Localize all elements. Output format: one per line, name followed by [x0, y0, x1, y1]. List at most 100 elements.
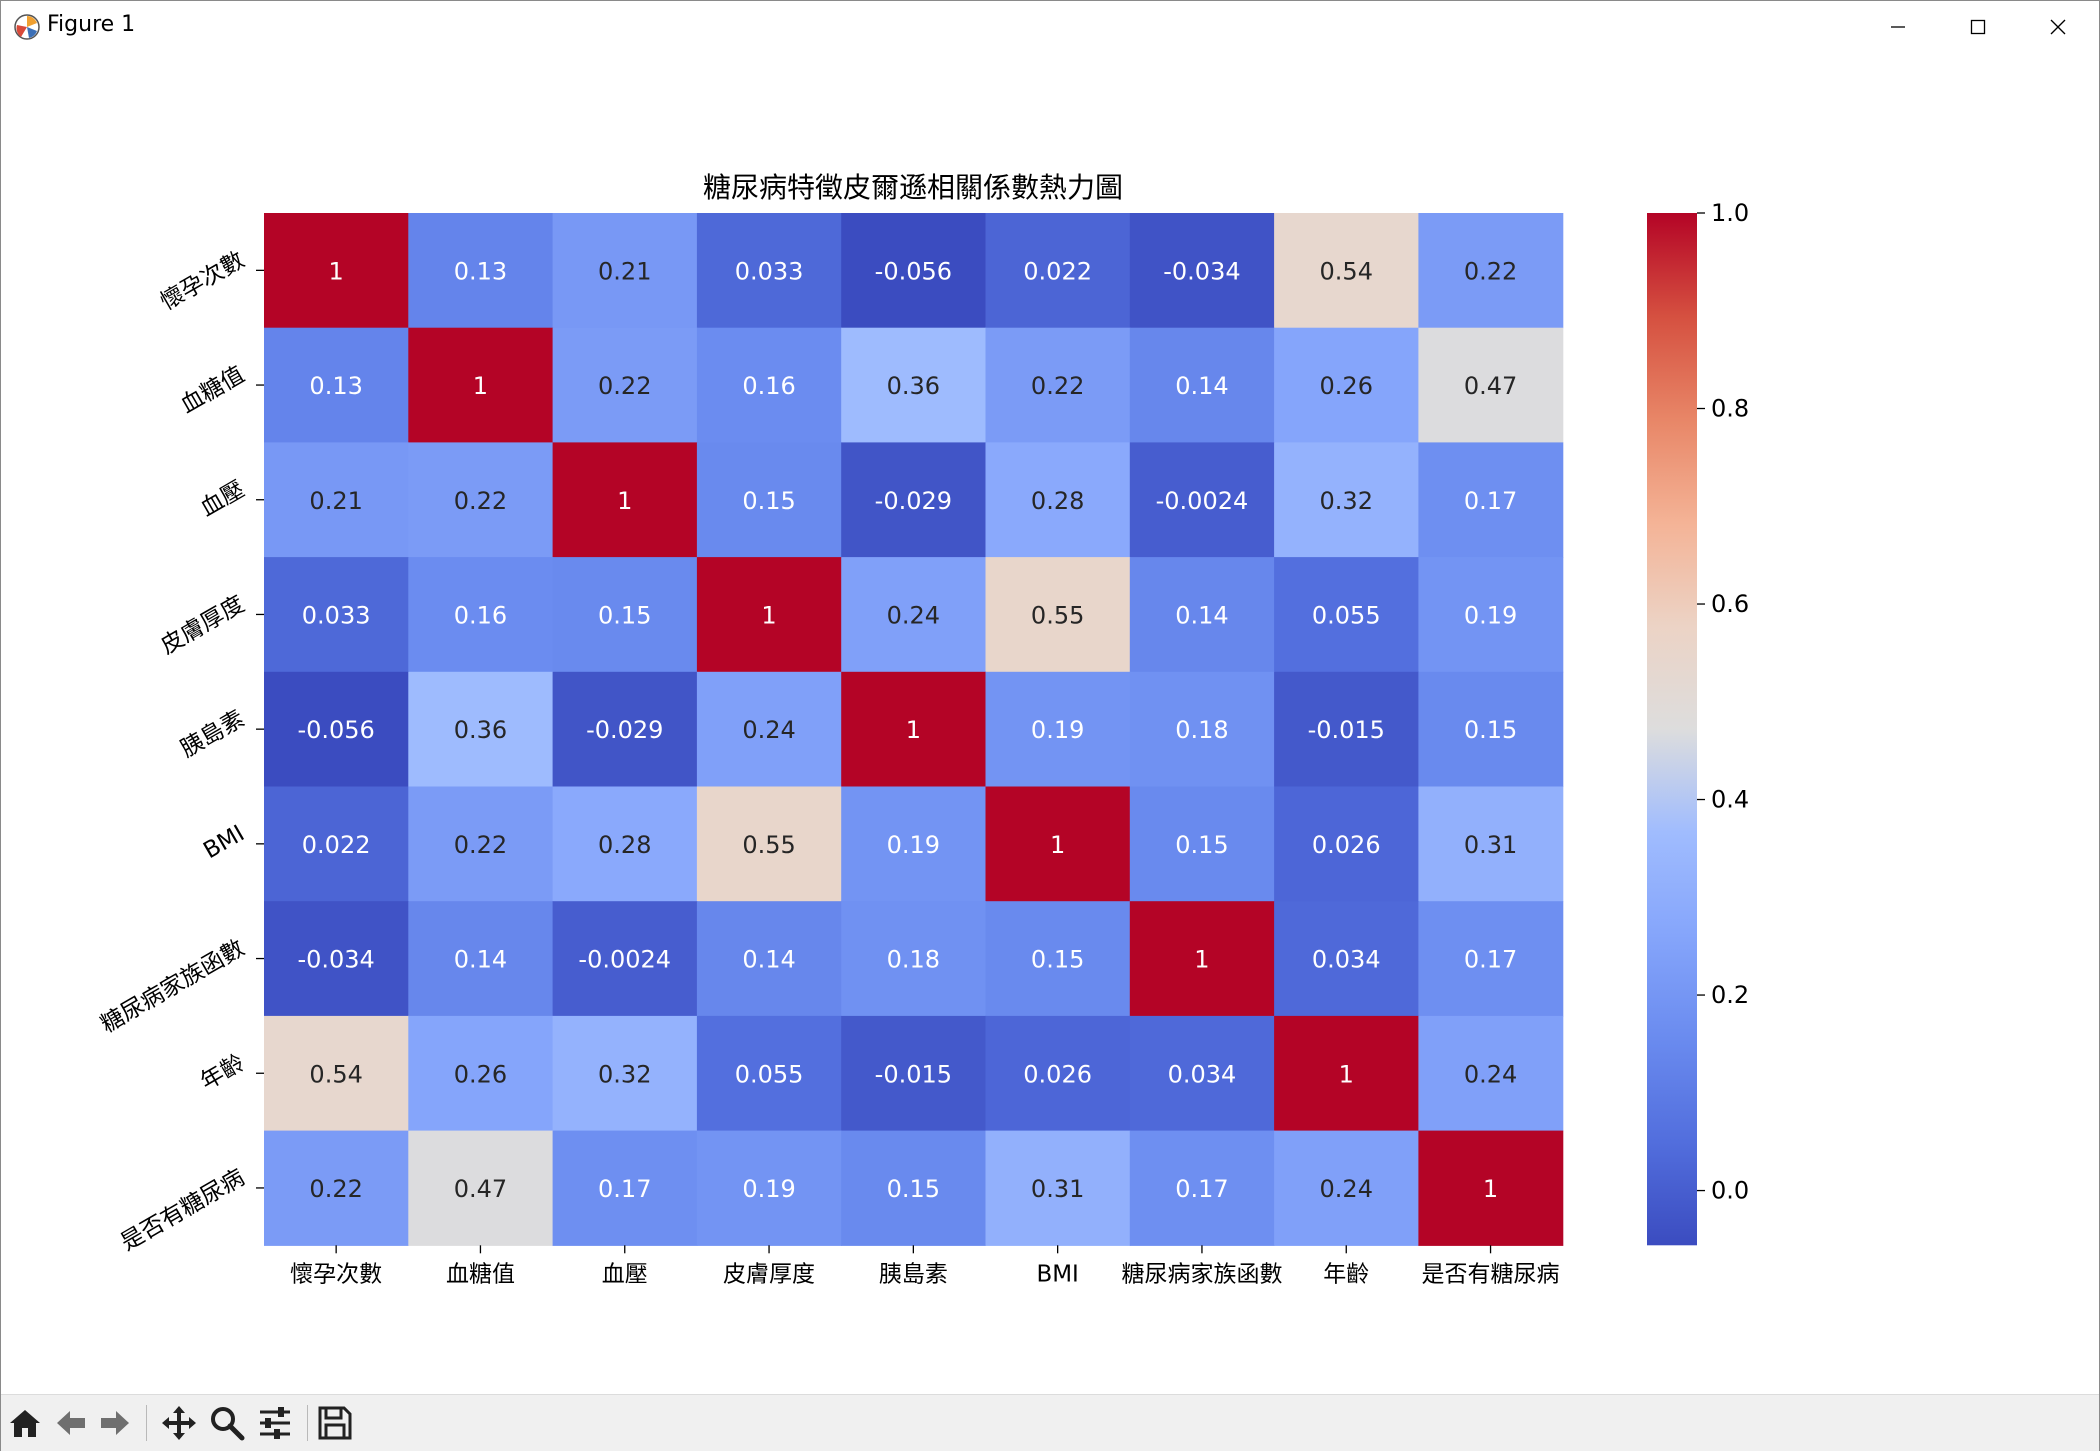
heatmap-cell	[985, 671, 1131, 788]
cell-annotation: 0.26	[1320, 372, 1373, 400]
cell-annotation: 1	[473, 372, 488, 400]
cell-annotation: 0.14	[1175, 601, 1228, 629]
y-tick-label: BMI	[199, 821, 249, 865]
heatmap-cell	[696, 786, 842, 902]
y-tick-label: 胰島素	[176, 706, 249, 763]
colorbar-tick-label: 0.4	[1711, 786, 1749, 814]
heatmap-cell	[1129, 327, 1275, 443]
cell-annotation: 0.13	[309, 372, 362, 400]
minimize-icon	[1891, 26, 1905, 28]
cell-annotation: 0.17	[1464, 946, 1517, 974]
heatmap-cell	[1129, 442, 1275, 558]
close-button[interactable]	[2018, 1, 2098, 53]
heatmap-cell	[408, 327, 554, 443]
maximize-button[interactable]	[1938, 1, 2018, 53]
cell-annotation: 0.022	[1023, 257, 1092, 285]
cell-annotation: -0.0024	[578, 946, 671, 974]
heatmap-cell	[1418, 671, 1564, 788]
cell-annotation: 0.31	[1464, 831, 1517, 859]
heatmap-cell	[1129, 786, 1275, 902]
heatmap-cell	[1418, 1130, 1564, 1246]
cell-annotation: 0.16	[454, 601, 507, 629]
heatmap-annotations: 1 0.13 0.21 0.033 -0.056 0.022 -0.034 0.54 0.22 0…	[297, 257, 1517, 1203]
maximize-icon	[1970, 19, 1986, 35]
cell-annotation: 0.22	[598, 372, 651, 400]
pan-button[interactable]	[159, 1403, 199, 1443]
colorbar-tick-label: 0.0	[1711, 1177, 1749, 1205]
cell-annotation: 0.17	[1175, 1175, 1228, 1203]
x-tick-label: 皮膚厚度	[723, 1261, 815, 1287]
home-icon	[10, 1410, 40, 1437]
heatmap-cell	[1274, 671, 1419, 788]
cell-annotation: -0.015	[875, 1060, 952, 1088]
save-icon	[318, 1406, 352, 1440]
save-button[interactable]	[315, 1403, 355, 1443]
cell-annotation: 0.026	[1312, 831, 1381, 859]
home-button[interactable]	[5, 1403, 45, 1443]
toolbar-separator	[146, 1405, 147, 1441]
heatmap-cell	[841, 1015, 987, 1132]
cell-annotation: 0.034	[1312, 946, 1381, 974]
heatmap-chart: 1 0.13 0.21 0.033 -0.056 0.022 -0.034 0.54 0.220…	[97, 171, 1750, 1287]
cell-annotation: 0.17	[598, 1175, 651, 1203]
y-tick-label: 年齡	[196, 1050, 249, 1096]
zoom-button[interactable]	[207, 1403, 247, 1443]
minimize-button[interactable]	[1858, 1, 1938, 53]
cell-annotation: 1	[1483, 1175, 1498, 1203]
forward-arrow-icon	[101, 1411, 129, 1435]
cell-annotation: 0.47	[454, 1175, 507, 1203]
heatmap-cell	[696, 327, 842, 443]
configure-subplots-button[interactable]	[255, 1403, 295, 1443]
heatmap-cell	[1418, 327, 1564, 443]
back-button[interactable]	[51, 1403, 91, 1443]
heatmap-cell	[1129, 557, 1275, 673]
cell-annotation: 0.24	[742, 716, 795, 744]
heatmap-cell	[696, 901, 842, 1017]
heatmap-cell	[1274, 901, 1419, 1017]
heatmap-cell	[1129, 213, 1275, 329]
y-tick-label: 血壓	[196, 476, 249, 522]
heatmap-cell	[264, 901, 409, 1017]
heatmap-cell	[552, 671, 698, 788]
heatmap-cell	[1274, 557, 1419, 673]
cell-annotation: 0.15	[887, 1175, 940, 1203]
cell-annotation: 0.19	[887, 831, 940, 859]
heatmap-cell	[264, 213, 409, 329]
cell-annotation: 0.21	[309, 487, 362, 515]
heatmap-cell	[552, 442, 698, 558]
cell-annotation: -0.034	[297, 946, 374, 974]
y-tick-label: 皮膚厚度	[156, 591, 249, 660]
cell-annotation: 0.14	[1175, 372, 1228, 400]
forward-button[interactable]	[95, 1403, 135, 1443]
heatmap-cell	[1418, 1015, 1564, 1132]
cell-annotation: 0.15	[742, 487, 795, 515]
heatmap-cell	[985, 442, 1131, 558]
heatmap-cell	[408, 1130, 554, 1246]
heatmap-cell	[408, 671, 554, 788]
x-tick-label: 血糖值	[446, 1261, 515, 1287]
cell-annotation: 0.28	[1031, 487, 1084, 515]
x-axis: 懷孕次數 血糖值 血壓 皮膚厚度 胰島素 BMI 糖尿病家族函數 年齡 是否有糖尿病	[290, 1245, 1560, 1287]
heatmap-cell	[408, 1015, 554, 1132]
cell-annotation: 0.034	[1168, 1060, 1237, 1088]
cell-annotation: 0.28	[598, 831, 651, 859]
cell-annotation: 0.24	[1464, 1060, 1517, 1088]
y-tick-label: 血糖值	[176, 362, 249, 419]
x-tick-label: 懷孕次數	[290, 1261, 382, 1287]
heatmap-cell	[1418, 557, 1564, 673]
heatmap-cell	[408, 786, 554, 902]
cell-annotation: 0.15	[1175, 831, 1228, 859]
cell-annotation: 0.18	[887, 946, 940, 974]
cell-annotation: 0.32	[598, 1060, 651, 1088]
cell-annotation: -0.056	[875, 257, 952, 285]
window-title: Figure 1	[47, 12, 136, 37]
cell-annotation: 0.15	[598, 601, 651, 629]
cell-annotation: 0.22	[454, 831, 507, 859]
heatmap-cell	[264, 327, 409, 443]
cell-annotation: 0.47	[1464, 372, 1517, 400]
heatmap-cell	[1129, 671, 1275, 788]
plot-canvas[interactable]: 1 0.13 0.21 0.033 -0.056 0.022 -0.034 0.54 0.22 0…	[1, 53, 2099, 1393]
cell-annotation: 0.24	[887, 601, 940, 629]
cell-annotation: 0.19	[1464, 601, 1517, 629]
